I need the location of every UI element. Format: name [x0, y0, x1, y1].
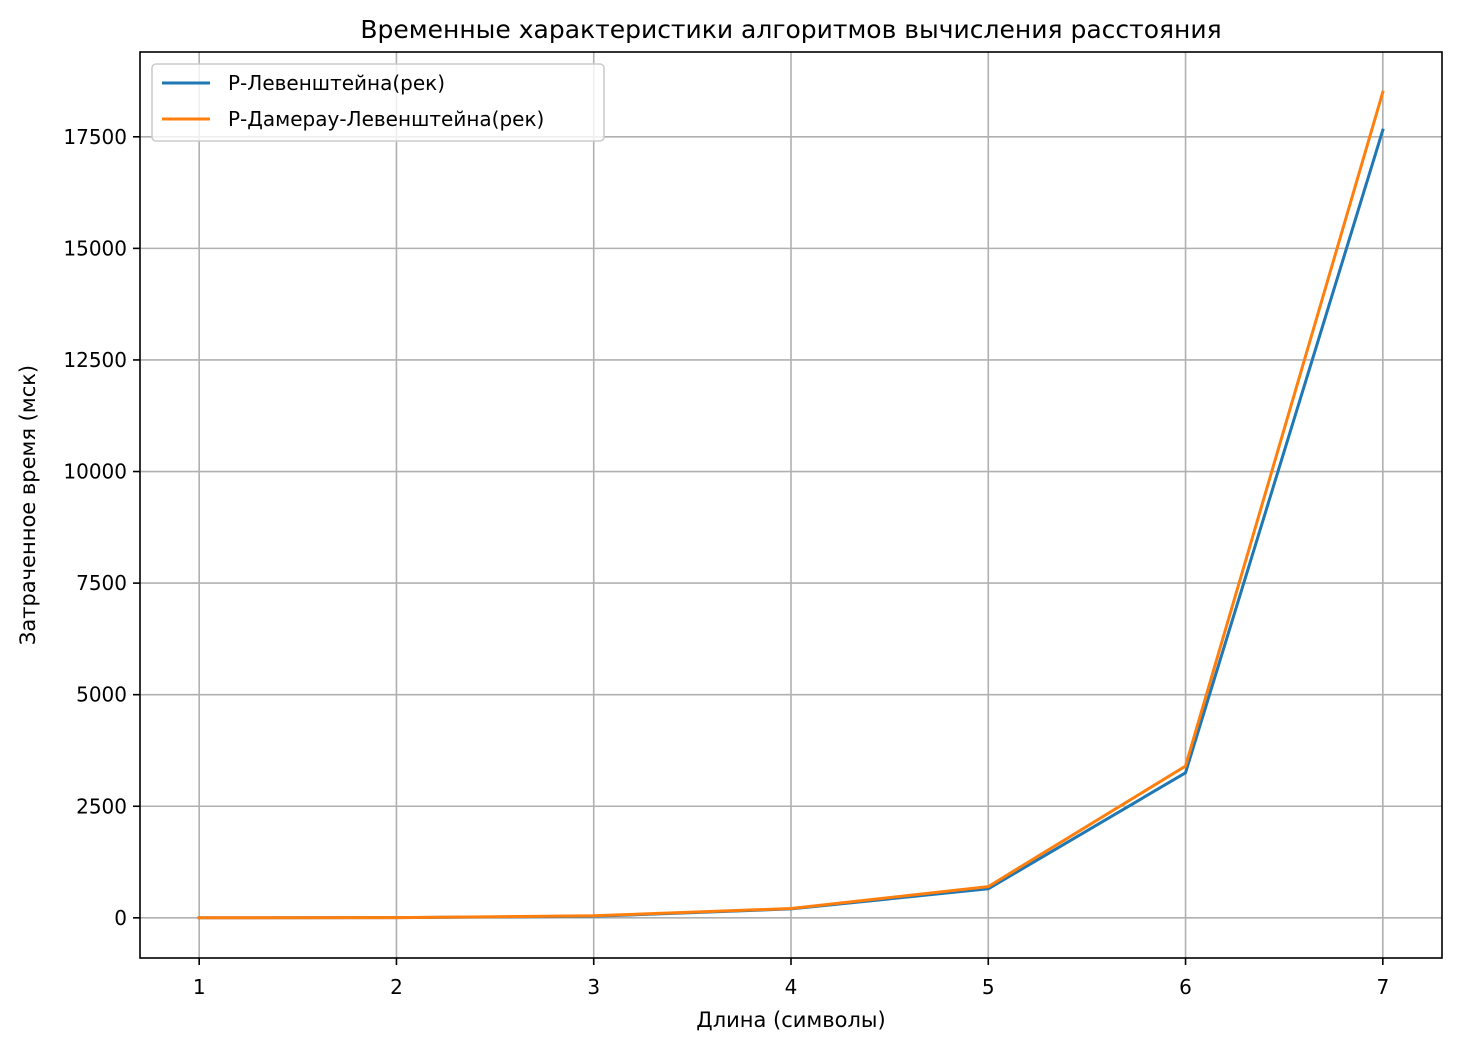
x-tick-label: 5	[982, 975, 995, 999]
y-tick-label: 7500	[76, 571, 127, 595]
chart-title: Временные характеристики алгоритмов вычи…	[360, 15, 1221, 44]
y-tick-label: 15000	[63, 236, 127, 260]
x-tick-label: 7	[1376, 975, 1389, 999]
x-tick-label: 2	[390, 975, 403, 999]
x-tick-label: 1	[193, 975, 206, 999]
grid-lines	[140, 52, 1442, 958]
legend-label-levenshtein: Р-Левенштейна(рек)	[228, 71, 445, 95]
series-line-1	[197, 90, 1385, 920]
legend-box	[151, 63, 605, 142]
y-tick-label: 10000	[63, 460, 127, 484]
y-tick-label: 5000	[76, 683, 127, 707]
y-tick-label: 2500	[76, 794, 127, 818]
legend: Р-Левенштейна(рек) Р-Дамерау-Левенштейна…	[151, 63, 605, 142]
y-tick-label: 12500	[63, 348, 127, 372]
axis-ticks: 1 2 3 4 5 6 7 0 2500 5000 7500 10000 12500 15000 17500	[63, 125, 1389, 999]
y-axis-label: Затраченное время (мск)	[16, 365, 40, 645]
y-tick-label: 17500	[63, 125, 127, 149]
x-tick-label: 3	[587, 975, 600, 999]
legend-label-damerau-levenshtein: Р-Дамерау-Левенштейна(рек)	[228, 107, 544, 131]
x-tick-label: 4	[785, 975, 798, 999]
data-series	[197, 90, 1385, 920]
x-tick-label: 6	[1179, 975, 1192, 999]
x-axis-label: Длина (символы)	[696, 1008, 885, 1032]
y-tick-label: 0	[114, 906, 127, 930]
